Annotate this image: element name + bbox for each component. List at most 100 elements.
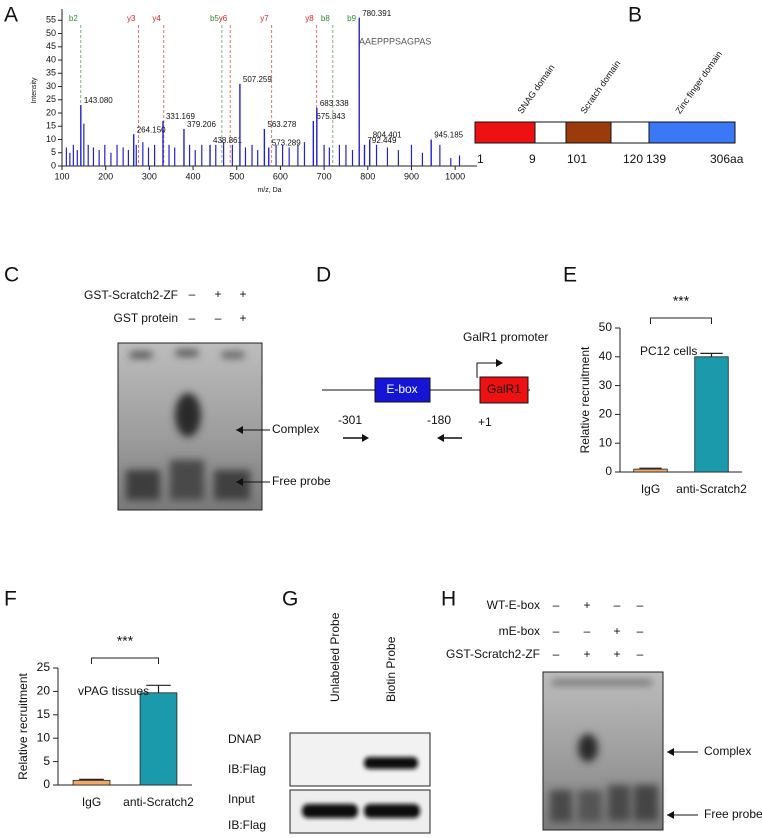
error-bar bbox=[700, 352, 723, 357]
significance: *** bbox=[673, 293, 690, 309]
peak-label: 675.343 bbox=[316, 112, 345, 121]
peak-label: 683.338 bbox=[320, 99, 349, 108]
row-label: GST protein bbox=[114, 311, 178, 325]
significance-bracket bbox=[650, 317, 712, 324]
lane-label: Biotin Probe bbox=[384, 636, 398, 702]
arrowhead bbox=[667, 748, 674, 756]
x-tick-label: 100 bbox=[54, 171, 69, 181]
sign: – bbox=[584, 624, 591, 638]
sign: – bbox=[189, 311, 196, 325]
y-tick-label: 25 bbox=[46, 94, 56, 104]
peak-label: 379.206 bbox=[187, 120, 216, 129]
sign: + bbox=[613, 647, 620, 661]
x-axis-label: m/z, Da bbox=[257, 187, 281, 194]
ion-label: y8 bbox=[305, 14, 314, 23]
linker-box bbox=[534, 121, 567, 144]
y-tick-label: 5 bbox=[43, 754, 50, 768]
x-tick-label: 200 bbox=[98, 171, 113, 181]
position-label: 1 bbox=[477, 152, 484, 166]
zf-box bbox=[648, 121, 736, 144]
sign: – bbox=[637, 647, 644, 661]
y-tick-label: 25 bbox=[37, 660, 51, 674]
position-label: 9 bbox=[529, 152, 536, 166]
annotation: vPAG tissues bbox=[78, 684, 149, 698]
ion-label: b5 bbox=[210, 14, 219, 23]
error-bar bbox=[146, 684, 171, 693]
panel-label: E bbox=[563, 264, 577, 287]
y-axis-label: Relative recruitment bbox=[16, 672, 30, 779]
sign: + bbox=[214, 287, 221, 301]
y-tick-label: 10 bbox=[37, 730, 51, 744]
row-label: IB:Flag bbox=[228, 762, 266, 776]
sign: + bbox=[613, 624, 620, 638]
domain-label: Zinc finger domain bbox=[673, 49, 724, 115]
x-tick-label: 1000 bbox=[445, 171, 465, 181]
panel-label: C bbox=[4, 264, 19, 287]
arrowhead bbox=[496, 359, 503, 367]
sign: + bbox=[239, 287, 246, 301]
bar bbox=[633, 468, 668, 473]
peak-label: 945.185 bbox=[434, 131, 463, 140]
y-tick-label: 35 bbox=[46, 68, 56, 78]
significance-bracket bbox=[91, 657, 159, 664]
position-label: -180 bbox=[427, 413, 451, 427]
x-tick-label: 300 bbox=[142, 171, 157, 181]
position-label: +1 bbox=[478, 415, 492, 429]
sign: – bbox=[553, 598, 560, 612]
x-tick-label: anti-Scratch2 bbox=[123, 795, 194, 809]
y-tick-label: 5 bbox=[51, 147, 56, 157]
tss-arrow bbox=[476, 362, 500, 378]
row-label: Input bbox=[228, 792, 255, 806]
emsa-c: GST-Scratch2-ZF GST protein – + + – – + … bbox=[84, 287, 331, 511]
ion-label: y3 bbox=[127, 14, 136, 23]
peak-label: 792.449 bbox=[367, 136, 396, 145]
panel-label: A bbox=[4, 4, 18, 27]
sign: – bbox=[189, 287, 196, 301]
y-tick-label: 50 bbox=[599, 320, 613, 334]
arrowhead bbox=[236, 426, 243, 434]
y-tick-label: 0 bbox=[43, 777, 50, 791]
gene-box bbox=[479, 376, 529, 404]
bar bbox=[72, 779, 111, 786]
panel-label: B bbox=[628, 4, 642, 27]
arrowhead bbox=[667, 811, 674, 819]
peak-label: 143.080 bbox=[84, 96, 113, 105]
arrow-label: Complex bbox=[704, 744, 751, 758]
significance: *** bbox=[117, 633, 134, 649]
x-tick-label: 900 bbox=[404, 171, 419, 181]
peak-label: 563.278 bbox=[267, 120, 296, 129]
y-tick-label: 10 bbox=[46, 134, 56, 144]
peak-label: 573.289 bbox=[272, 139, 301, 148]
sequence: AAEPPPSAGPAS bbox=[359, 36, 431, 46]
row-label: mE-box bbox=[499, 624, 540, 638]
y-tick-label: 20 bbox=[599, 407, 613, 421]
sign: + bbox=[583, 598, 590, 612]
y-tick-label: 40 bbox=[599, 349, 613, 363]
axis bbox=[61, 9, 477, 167]
row-label: GST-Scratch2-ZF bbox=[446, 647, 540, 661]
y-tick-label: 15 bbox=[46, 121, 56, 131]
arrow-label: Free probe bbox=[272, 474, 331, 488]
peak-label: 264.150 bbox=[137, 125, 166, 134]
arrowhead bbox=[362, 434, 369, 442]
y-tick-label: 15 bbox=[37, 707, 51, 721]
x-tick-label: IgG bbox=[82, 795, 101, 809]
emsa-h: WT-E-box mE-box GST-Scratch2-ZF Complex … bbox=[446, 598, 762, 831]
bar bbox=[694, 356, 729, 473]
promoter-label: GalR1 promoter bbox=[463, 330, 548, 344]
panel-label: D bbox=[316, 264, 331, 287]
arrow-label: Free probe bbox=[704, 807, 762, 821]
peak-label: 780.391 bbox=[362, 9, 391, 18]
x-tick-label: IgG bbox=[641, 482, 660, 496]
y-tick-label: 30 bbox=[599, 378, 613, 392]
sign: + bbox=[239, 311, 246, 325]
arrowhead bbox=[437, 434, 444, 442]
peak-label: 804.401 bbox=[373, 131, 402, 140]
position-label: 139 bbox=[646, 152, 666, 166]
panel-label: G bbox=[282, 588, 298, 611]
ion-label: b2 bbox=[69, 14, 78, 23]
domain-label: SNAG domain bbox=[515, 63, 556, 116]
x-tick-label: anti-Scratch2 bbox=[676, 482, 747, 496]
